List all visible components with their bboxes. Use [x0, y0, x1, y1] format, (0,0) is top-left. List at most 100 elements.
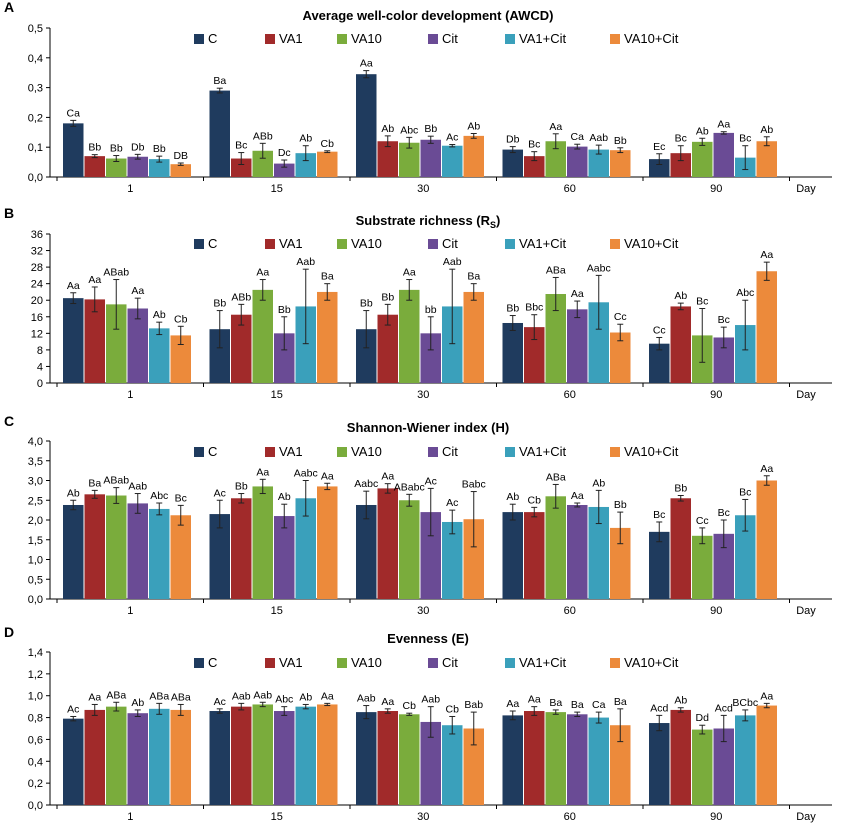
significance-label: Aabc — [354, 478, 378, 490]
bar — [692, 141, 713, 177]
significance-label: ABab — [103, 475, 129, 487]
bar — [610, 150, 631, 177]
y-tick-label: 0,0 — [28, 594, 43, 606]
bar — [317, 291, 338, 383]
x-tick-label: 15 — [271, 183, 283, 195]
legend-swatch — [505, 34, 515, 44]
bar — [545, 141, 566, 177]
significance-label: Ab — [696, 125, 709, 137]
significance-label: Aa — [528, 694, 541, 706]
legend-label: Cit — [442, 444, 458, 459]
significance-label: ABa — [546, 264, 566, 276]
bar — [670, 306, 691, 383]
bar — [567, 504, 588, 599]
significance-label: Aab — [296, 256, 315, 268]
significance-label: Bc — [718, 507, 730, 519]
bar — [209, 329, 230, 383]
y-tick-label: 1,2 — [28, 669, 43, 681]
x-tick-label: 1 — [127, 183, 133, 195]
legend-swatch — [265, 447, 275, 457]
significance-label: Aa — [321, 470, 334, 482]
significance-label: Aa — [571, 490, 584, 502]
bar — [670, 153, 691, 177]
legend-label: VA10 — [351, 236, 382, 251]
legend-label: VA1 — [279, 31, 303, 46]
chart-title-text: Average well-color development (AWCD) — [303, 8, 554, 23]
significance-label: Bb — [153, 143, 166, 155]
bar — [524, 327, 545, 383]
significance-label: ABb — [231, 291, 251, 303]
significance-label: Bc — [528, 139, 540, 151]
significance-label: ABa — [106, 689, 126, 701]
bar — [442, 145, 463, 177]
significance-label: Ab — [674, 695, 687, 707]
bar — [377, 488, 398, 599]
legend-swatch — [428, 34, 438, 44]
bar — [106, 304, 127, 383]
significance-label: Bc — [235, 140, 247, 152]
bar — [209, 90, 230, 177]
chart-title: Shannon-Wiener index (H) — [347, 420, 509, 435]
legend-label: C — [208, 236, 217, 251]
x-tick-label: 30 — [417, 183, 429, 195]
bar — [317, 486, 338, 599]
bar — [252, 289, 273, 383]
bar — [649, 343, 670, 383]
bar — [377, 314, 398, 383]
y-tick-label: 4,0 — [28, 436, 43, 448]
bar — [317, 151, 338, 177]
bar — [545, 294, 566, 383]
bar — [84, 494, 105, 599]
bar — [588, 717, 609, 805]
legend-swatch — [505, 239, 515, 249]
significance-label: Aa — [321, 690, 334, 702]
bar — [502, 512, 523, 599]
legend-swatch — [428, 447, 438, 457]
bar — [170, 709, 191, 805]
bar — [692, 729, 713, 805]
legend-swatch — [194, 239, 204, 249]
x-tick-label: 60 — [564, 389, 576, 401]
y-tick-label: 3,5 — [28, 456, 43, 468]
significance-label: Bb — [110, 143, 123, 155]
bar — [399, 500, 420, 599]
y-tick-label: 0,6 — [28, 734, 43, 746]
significance-label: Ba — [321, 271, 334, 283]
significance-label: Acd — [650, 702, 668, 714]
x-tick-label: 1 — [127, 389, 133, 401]
bar — [84, 156, 105, 177]
bar — [149, 508, 170, 599]
bar — [420, 333, 441, 383]
panel-a: A Average well-color development (AWCD) 0,… — [4, 0, 832, 195]
significance-label: Bb — [213, 298, 226, 310]
legend-swatch — [428, 658, 438, 668]
bar — [274, 516, 295, 599]
bar — [502, 149, 523, 177]
bar — [649, 159, 670, 177]
significance-label: Ab — [467, 120, 480, 132]
significance-label: Babc — [462, 479, 486, 491]
bar — [231, 706, 252, 805]
bar — [149, 328, 170, 383]
legend-swatch — [610, 239, 620, 249]
legend-label: VA1+Cit — [519, 31, 566, 46]
significance-label: Aa — [717, 119, 730, 131]
chart-title-subscript: S — [490, 220, 496, 230]
legend-swatch — [337, 658, 347, 668]
x-tick-label: 30 — [417, 811, 429, 823]
legend-swatch — [265, 658, 275, 668]
bar — [127, 713, 148, 805]
bar — [231, 158, 252, 177]
y-tick-label: 16 — [31, 312, 43, 324]
significance-label: Aa — [381, 471, 394, 483]
bar — [63, 504, 84, 599]
y-tick-label: 32 — [31, 246, 43, 258]
legend-label: VA1+Cit — [519, 236, 566, 251]
bar — [252, 704, 273, 805]
significance-label: Ba — [549, 697, 562, 709]
bar — [502, 322, 523, 383]
y-tick-label: 0,4 — [28, 756, 43, 768]
y-tick-label: 4 — [37, 361, 43, 373]
x-axis-label: Day — [796, 811, 816, 823]
significance-label: Dc — [278, 147, 291, 159]
